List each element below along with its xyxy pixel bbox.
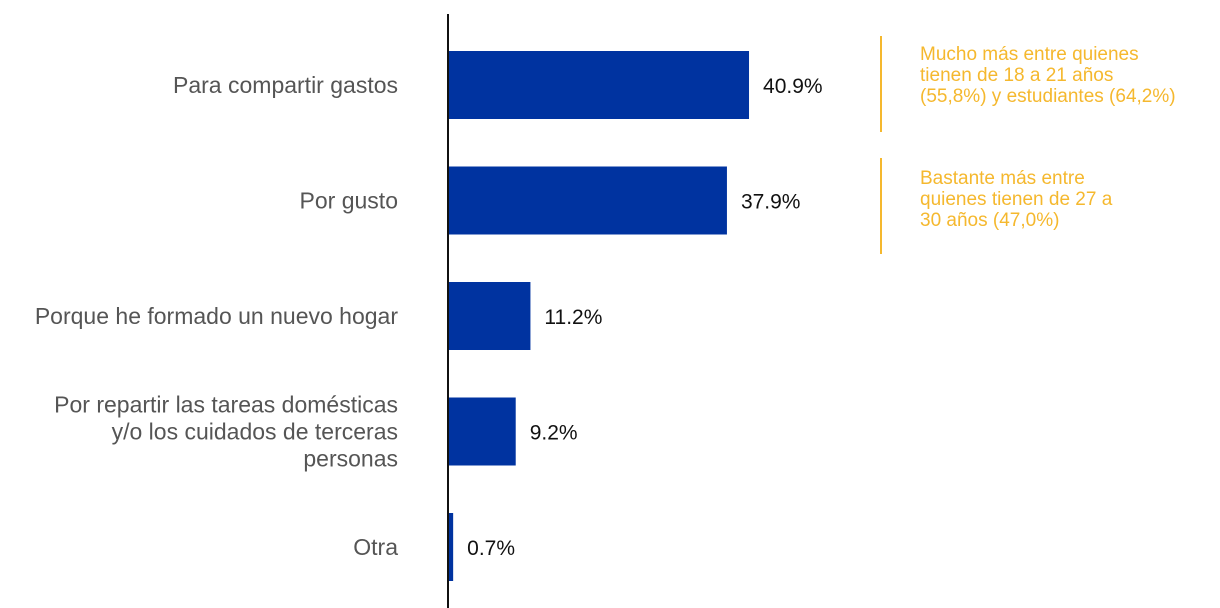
annotation-line-0-1: tienen de 18 a 21 años [920,65,1113,86]
annotation-line-0-2: (55,8%) y estudiantes (64,2%) [920,86,1176,107]
value-label-1: 37.9% [741,191,801,214]
bars-group [448,51,750,581]
bar-2 [448,282,531,350]
category-label-3-0: Por repartir las tareas domésticas [54,392,398,418]
category-label-2-0: Porque he formado un nuevo hogar [35,303,398,329]
annotation-line-1-1: quienes tienen de 27 a [920,189,1113,210]
category-label-0-0: Para compartir gastos [173,72,398,98]
bar-4 [448,513,454,581]
category-label-3-2: personas [303,446,398,472]
annotation-line-1-2: 30 años (47,0%) [920,210,1059,231]
bar-1 [448,166,727,235]
category-label-3-1: y/o los cuidados de terceras [112,419,398,445]
category-labels: Para compartir gastos Por gusto Porque he … [35,72,398,560]
category-label-4-0: Otra [353,534,398,560]
annotation-line-0-0: Mucho más entre quienes [920,44,1139,65]
value-label-0: 40.9% [763,75,823,98]
value-label-4: 0.7% [467,537,515,560]
value-label-2: 11.2% [544,306,602,329]
value-labels: 40.9% 37.9% 11.2% 9.2% 0.7% [467,75,822,560]
category-label-1-0: Por gusto [300,188,398,214]
bar-3 [448,397,516,466]
value-label-3: 9.2% [530,422,578,445]
annotation-line-1-0: Bastante más entre [920,168,1085,189]
bar-0 [448,51,750,119]
